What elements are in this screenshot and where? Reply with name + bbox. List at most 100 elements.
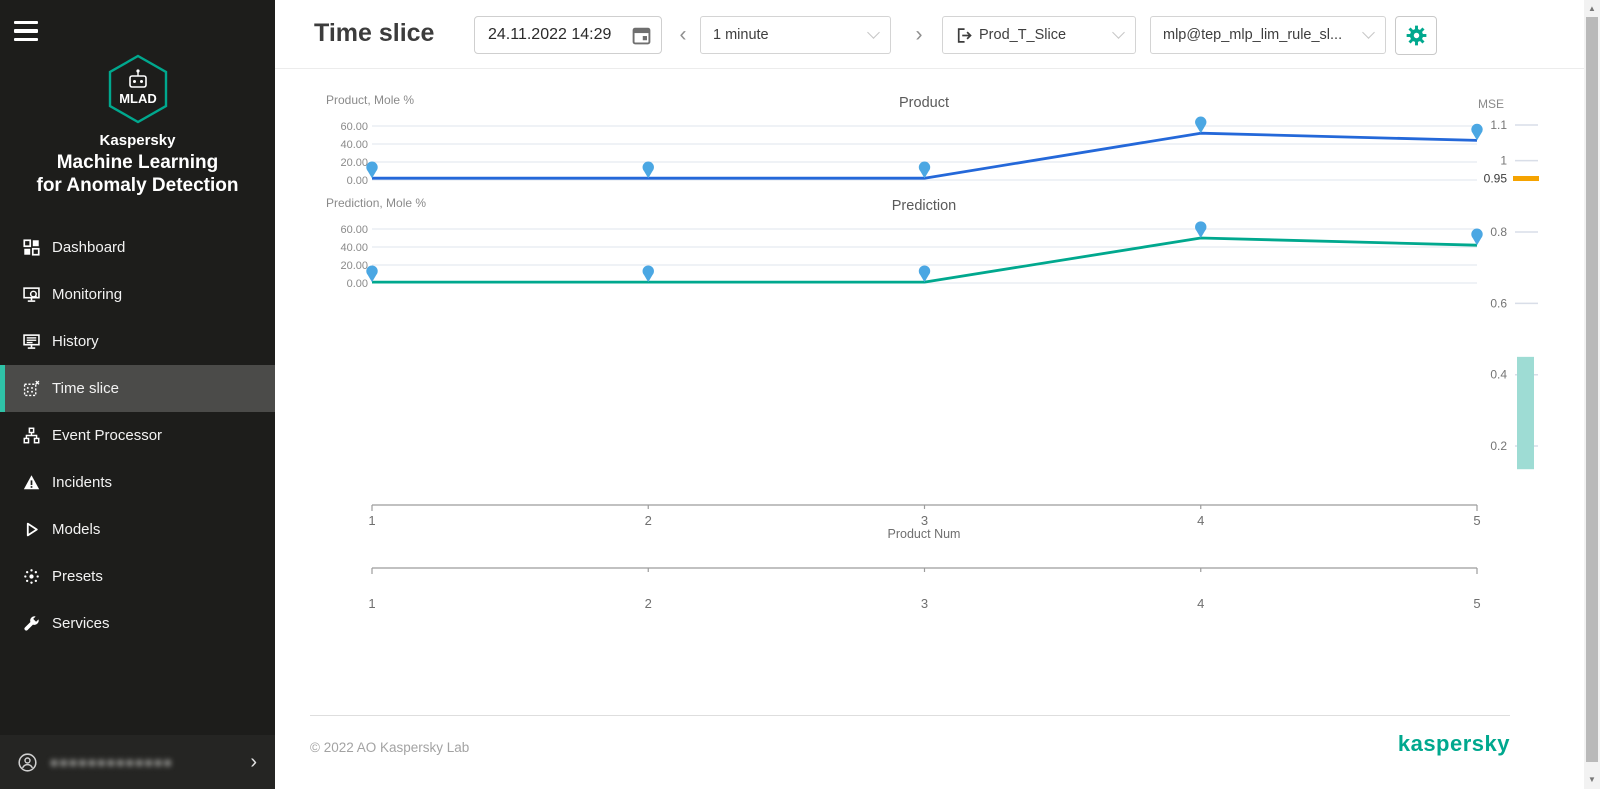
y-tick-label: 0.00 — [347, 278, 368, 290]
sidebar-item-monitoring[interactable]: Monitoring — [0, 271, 275, 318]
sidebar-item-history[interactable]: History — [0, 318, 275, 365]
chevron-right-icon[interactable]: › — [250, 751, 257, 773]
x-tick-label: 3 — [921, 596, 928, 611]
sidebar-item-event-processor[interactable]: Event Processor — [0, 412, 275, 459]
dashboard-icon — [22, 239, 40, 256]
scroll-down-arrow-icon[interactable]: ▼ — [1588, 775, 1596, 784]
sidebar-item-time-slice[interactable]: Time slice — [0, 365, 275, 412]
mse-tick-label: 1.1 — [1490, 118, 1507, 132]
sidebar-nav: Dashboard Monitoring History Time slice — [0, 224, 275, 647]
data-point-pin — [1195, 221, 1207, 238]
mse-axis-label: MSE — [1478, 97, 1504, 111]
model-value: mlp@tep_mlp_lim_rule_sl... — [1163, 27, 1343, 43]
sidebar-item-label: History — [52, 333, 99, 350]
app-logo: MLAD Kaspersky Machine Learning for Anom… — [0, 54, 275, 197]
y-tick-label: 40.00 — [340, 139, 368, 151]
sidebar-item-label: Dashboard — [52, 239, 126, 256]
chevron-down-icon — [867, 26, 880, 39]
next-interval-button[interactable]: › — [911, 22, 927, 48]
user-icon — [18, 752, 37, 772]
mse-tick-label: 0.95 — [1484, 172, 1508, 186]
sidebar-item-models[interactable]: Models — [0, 506, 275, 553]
user-email-redacted: ●●●●●●●●●●●●● — [50, 754, 173, 770]
kaspersky-logo: kaspersky — [1397, 731, 1510, 756]
presets-icon — [22, 568, 40, 585]
data-point-pin — [918, 265, 931, 283]
data-point-pin — [642, 265, 654, 283]
mse-tick-label: 0.2 — [1490, 439, 1507, 453]
history-icon — [22, 333, 40, 350]
menu-toggle-button[interactable] — [14, 21, 40, 41]
x-tick-label: 1 — [368, 596, 375, 611]
sidebar: MLAD Kaspersky Machine Learning for Anom… — [0, 0, 275, 789]
page-title: Time slice — [314, 19, 435, 47]
datetime-value: 24.11.2022 14:29 — [488, 26, 612, 43]
slice-value: Prod_T_Slice — [979, 27, 1067, 43]
svg-text:MLAD: MLAD — [119, 91, 157, 106]
gear-icon — [1406, 25, 1426, 46]
x-tick-label: 3 — [921, 513, 928, 528]
sidebar-item-label: Presets — [52, 568, 103, 585]
topbar: Time slice 24.11.2022 14:29 ‹ 1 minute ›… — [275, 0, 1584, 69]
brand-name: Kaspersky — [99, 132, 176, 149]
time-slice-export-icon — [957, 27, 972, 43]
y-tick-label: 60.00 — [340, 224, 368, 236]
sidebar-item-label: Time slice — [52, 380, 119, 397]
prev-interval-button[interactable]: ‹ — [675, 22, 691, 48]
data-point-pin — [918, 161, 931, 179]
slice-select[interactable]: Prod_T_Slice — [942, 16, 1136, 54]
x-tick-label: 5 — [1473, 596, 1480, 611]
data-point-pin — [1195, 116, 1207, 134]
main-content: Time slice 24.11.2022 14:29 ‹ 1 minute ›… — [275, 0, 1584, 789]
interval-select[interactable]: 1 minute — [700, 16, 891, 54]
x-axis-title: Product Num — [888, 527, 961, 541]
user-account-bar[interactable]: ●●●●●●●●●●●●● › — [0, 735, 275, 789]
services-icon — [22, 615, 40, 632]
sidebar-item-label: Incidents — [52, 474, 113, 491]
chart-title: Prediction — [892, 198, 956, 214]
chart-title: Product — [899, 95, 949, 111]
data-point-pin — [366, 161, 378, 179]
models-icon — [22, 521, 40, 538]
sidebar-item-presets[interactable]: Presets — [0, 553, 275, 600]
sidebar-item-dashboard[interactable]: Dashboard — [0, 224, 275, 271]
vertical-scrollbar[interactable]: ▲ ▼ — [1584, 0, 1600, 789]
sidebar-item-services[interactable]: Services — [0, 600, 275, 647]
chart-y-axis-label: Product, Mole % — [326, 93, 414, 107]
model-select[interactable]: mlp@tep_mlp_lim_rule_sl... — [1150, 16, 1386, 54]
data-point-pin — [1471, 228, 1483, 246]
chevron-down-icon — [1112, 26, 1125, 39]
mse-threshold-marker — [1513, 176, 1539, 182]
copyright-text: © 2022 AO Kaspersky Lab — [310, 740, 470, 755]
scroll-up-arrow-icon[interactable]: ▲ — [1588, 4, 1596, 13]
y-tick-label: 60.00 — [340, 121, 368, 133]
y-tick-label: 20.00 — [340, 260, 368, 272]
interval-value: 1 minute — [713, 27, 769, 43]
mse-tick-label: 0.6 — [1490, 296, 1507, 310]
incidents-icon — [22, 474, 40, 491]
data-point-pin — [366, 265, 378, 283]
mse-tick-label: 0.4 — [1490, 368, 1507, 382]
monitoring-icon — [22, 286, 40, 303]
chart-y-axis-label: Prediction, Mole % — [326, 196, 426, 210]
sidebar-item-incidents[interactable]: Incidents — [0, 459, 275, 506]
y-tick-label: 40.00 — [340, 242, 368, 254]
mse-tick-label: 0.8 — [1490, 225, 1507, 239]
y-tick-label: 0.00 — [347, 175, 368, 187]
data-point-pin — [1471, 123, 1483, 141]
calendar-icon[interactable] — [632, 26, 651, 45]
x-tick-label: 2 — [645, 596, 652, 611]
mse-value-bar — [1517, 356, 1534, 470]
x-tick-label: 4 — [1197, 513, 1204, 528]
scrollbar-thumb[interactable] — [1586, 17, 1598, 762]
data-point-pin — [642, 161, 654, 179]
x-tick-label: 1 — [368, 513, 375, 528]
sidebar-item-label: Monitoring — [52, 286, 123, 303]
chevron-down-icon — [1362, 26, 1375, 39]
sidebar-item-label: Models — [52, 521, 101, 538]
datetime-field[interactable]: 24.11.2022 14:29 — [474, 16, 662, 54]
settings-button[interactable] — [1395, 16, 1437, 55]
x-tick-label: 5 — [1473, 513, 1480, 528]
sidebar-item-label: Services — [52, 615, 110, 632]
